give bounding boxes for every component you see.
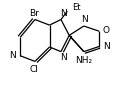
Text: Br: Br — [29, 9, 39, 17]
Text: N: N — [103, 42, 109, 51]
Text: N: N — [81, 16, 88, 24]
Text: N: N — [9, 51, 16, 60]
Text: Cl: Cl — [29, 65, 38, 74]
Text: O: O — [102, 26, 110, 35]
Text: Et: Et — [73, 3, 81, 12]
Text: N: N — [60, 9, 67, 18]
Text: N: N — [60, 53, 67, 62]
Text: NH₂: NH₂ — [75, 56, 92, 65]
